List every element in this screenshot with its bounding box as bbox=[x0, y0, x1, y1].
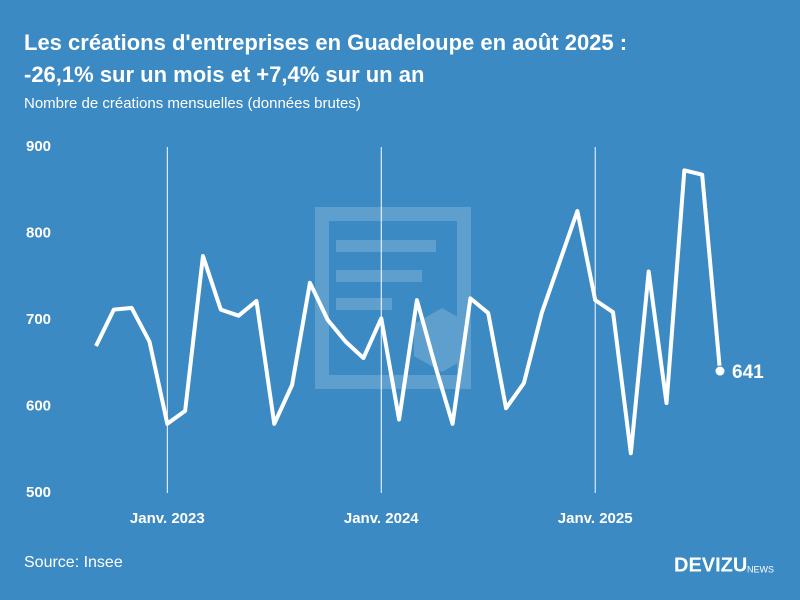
chart-subtitle: Nombre de créations mensuelles (données … bbox=[24, 95, 361, 112]
y-tick-label: 900 bbox=[26, 138, 51, 155]
x-tick-label: Janv. 2025 bbox=[558, 510, 633, 527]
line bbox=[94, 168, 722, 456]
y-tick-label: 700 bbox=[26, 311, 51, 328]
x-tick-label: Janv. 2023 bbox=[130, 510, 205, 527]
x-tick-label: Janv. 2024 bbox=[344, 510, 419, 527]
y-tick-label: 500 bbox=[26, 484, 51, 501]
chart-title: Les créations d'entreprises en Guadeloup… bbox=[24, 30, 627, 55]
end-point bbox=[714, 365, 726, 377]
data-label: 641 bbox=[732, 362, 764, 383]
y-tick-label: 600 bbox=[26, 397, 51, 414]
brand: DEVIZU bbox=[674, 554, 747, 576]
source: Source: Insee bbox=[24, 554, 123, 571]
brand-suffix: NEWS bbox=[747, 564, 774, 574]
y-tick-label: 800 bbox=[26, 224, 51, 241]
watermark bbox=[315, 207, 471, 389]
chart-title: -26,1% sur un mois et +7,4% sur un an bbox=[24, 62, 424, 87]
